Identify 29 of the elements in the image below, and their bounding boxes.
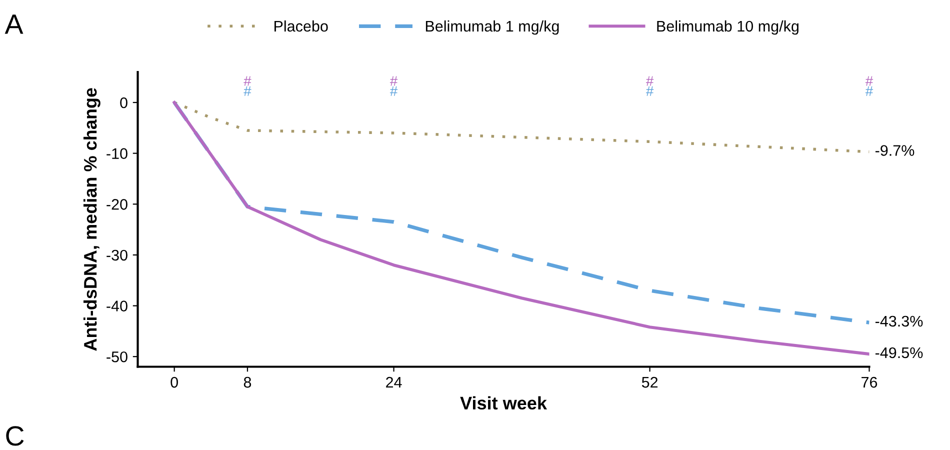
x-tick-label: 8 bbox=[244, 376, 252, 388]
x-axis-title: Visit week bbox=[460, 396, 548, 410]
annotation: # bbox=[244, 86, 252, 96]
data-label: -9.7% bbox=[875, 145, 914, 156]
text: A bbox=[4, 14, 24, 34]
x-tick-label: 52 bbox=[642, 376, 658, 388]
text: C bbox=[6, 426, 24, 446]
x-tick-label: 24 bbox=[386, 376, 402, 388]
x-tick-label: 76 bbox=[862, 376, 878, 388]
annotation: # bbox=[244, 76, 252, 86]
annotation: # bbox=[390, 76, 398, 86]
data-label: -43.3% bbox=[875, 316, 923, 327]
y-tick-label: -10 bbox=[106, 148, 128, 159]
x-tick-label: 0 bbox=[170, 376, 178, 388]
legend-label: Placebo bbox=[274, 20, 328, 32]
data-label: -49.5% bbox=[875, 347, 923, 358]
annotation: # bbox=[865, 86, 874, 96]
y-tick-label: -50 bbox=[106, 351, 128, 362]
annotation: # bbox=[646, 76, 654, 86]
annotation: # bbox=[390, 86, 398, 96]
y-axis-title: Anti-dsDNA, median % change bbox=[83, 88, 100, 351]
y-tick-label: -40 bbox=[106, 300, 128, 312]
annotation: # bbox=[646, 86, 654, 96]
annotation: # bbox=[865, 76, 874, 86]
y-tick-label: 0 bbox=[120, 97, 128, 108]
y-tick-label: -20 bbox=[106, 198, 128, 210]
y-tick-label: -30 bbox=[106, 250, 128, 261]
legend-label: Belimumab 10 mg/kg bbox=[657, 20, 798, 35]
legend-label: Belimumab 1 mg/kg bbox=[426, 20, 559, 35]
